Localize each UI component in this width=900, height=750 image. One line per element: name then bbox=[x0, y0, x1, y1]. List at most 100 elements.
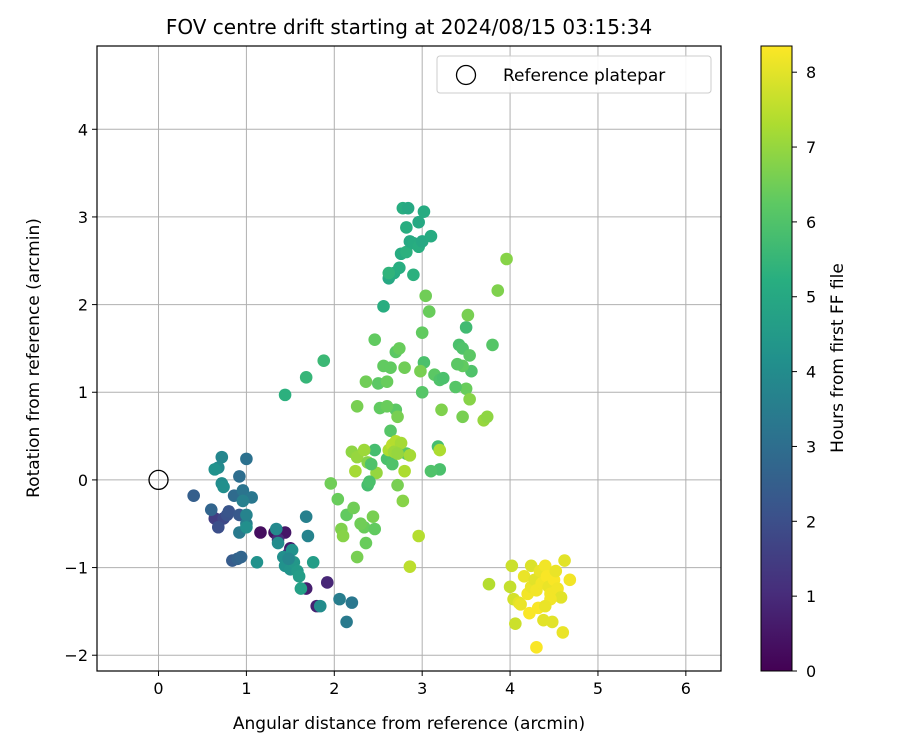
scatter-point bbox=[461, 308, 475, 322]
scatter-point bbox=[412, 215, 425, 229]
y-tick-label: 0 bbox=[78, 471, 88, 490]
x-tick-label: 4 bbox=[505, 679, 515, 698]
scatter-point bbox=[514, 598, 527, 611]
scatter-point bbox=[208, 463, 222, 476]
scatter-point bbox=[331, 492, 345, 506]
scatter-point bbox=[558, 554, 571, 567]
legend-box bbox=[436, 55, 712, 94]
scatter-point bbox=[366, 510, 380, 524]
scatter-point bbox=[301, 529, 315, 543]
scatter-point bbox=[211, 520, 225, 534]
colorbar: 0 1 2 3 4 5 6 7 8 Hours from first FF file bbox=[760, 45, 848, 681]
scatter-point bbox=[333, 592, 346, 606]
y-tick-label: 3 bbox=[78, 208, 88, 227]
scatter-point bbox=[401, 201, 415, 215]
colorbar-tick-label: 8 bbox=[806, 63, 816, 82]
scatter-point bbox=[433, 443, 447, 457]
scatter-point bbox=[391, 478, 404, 492]
x-axis-ticks: 0 1 2 3 4 5 6 bbox=[153, 671, 691, 698]
scatter-point bbox=[380, 375, 394, 389]
y-tick-label: 4 bbox=[78, 120, 88, 139]
scatter-point bbox=[317, 354, 331, 367]
scatter-point bbox=[368, 443, 382, 457]
scatter-point bbox=[324, 477, 338, 490]
scatter-point bbox=[463, 349, 476, 362]
x-tick-label: 3 bbox=[417, 679, 427, 698]
x-tick-label: 1 bbox=[241, 679, 251, 698]
scatter-point bbox=[412, 529, 425, 543]
scatter-point bbox=[400, 245, 413, 259]
x-tick-label: 6 bbox=[681, 679, 691, 698]
scatter-point bbox=[234, 550, 248, 564]
scatter-point bbox=[384, 361, 397, 375]
scatter-point bbox=[491, 284, 505, 297]
scatter-point bbox=[359, 536, 373, 550]
scatter-point bbox=[424, 229, 438, 243]
scatter-point bbox=[556, 626, 570, 639]
scatter-point bbox=[382, 266, 396, 280]
colorbar-tick-label: 2 bbox=[806, 512, 816, 531]
scatter-point bbox=[403, 560, 417, 573]
scatter-point bbox=[363, 475, 376, 488]
chart-title: FOV centre drift starting at 2024/08/15 … bbox=[166, 15, 652, 39]
scatter-point bbox=[250, 556, 264, 569]
reference-platepar-marker bbox=[148, 469, 169, 491]
scatter-point bbox=[538, 559, 552, 573]
y-tick-label: 1 bbox=[78, 383, 88, 402]
scatter-point bbox=[299, 510, 313, 524]
scatter-point bbox=[403, 449, 417, 462]
scatter-point bbox=[486, 338, 499, 352]
colorbar-tick-label: 0 bbox=[806, 662, 816, 681]
scatter-point bbox=[393, 261, 406, 275]
scatter-point bbox=[482, 577, 496, 591]
y-axis-ticks: −2 −1 0 1 2 3 4 bbox=[64, 120, 97, 665]
legend-marker bbox=[455, 64, 477, 86]
scatter-point bbox=[398, 361, 411, 375]
scatter-point bbox=[240, 508, 253, 522]
scatter-point bbox=[349, 464, 362, 478]
scatter-point bbox=[463, 392, 476, 406]
scatter-point bbox=[377, 300, 390, 313]
scatter-point bbox=[357, 443, 371, 457]
y-tick-label: −2 bbox=[64, 646, 88, 665]
scatter-point bbox=[271, 536, 285, 550]
scatter-point bbox=[415, 385, 429, 399]
scatter-point bbox=[294, 582, 308, 595]
scatter-point bbox=[451, 357, 464, 371]
scatter-point bbox=[417, 205, 431, 218]
scatter-point bbox=[306, 556, 320, 569]
scatter-point bbox=[505, 559, 519, 573]
scatter-point bbox=[391, 447, 404, 460]
scatter-point bbox=[459, 382, 473, 396]
scatter-point bbox=[299, 371, 313, 384]
scatter-point bbox=[236, 484, 250, 497]
scatter-point bbox=[240, 452, 253, 466]
scatter-point bbox=[336, 529, 350, 543]
colorbar-gradient bbox=[760, 45, 793, 672]
scatter-point bbox=[500, 252, 513, 266]
scatter-point bbox=[563, 573, 577, 587]
scatter-point bbox=[394, 436, 408, 450]
scatter-point bbox=[359, 375, 373, 389]
scatter-point bbox=[236, 494, 250, 508]
scatter-point bbox=[503, 580, 517, 594]
scatter-point bbox=[400, 221, 413, 234]
scatter-point bbox=[278, 388, 292, 402]
scatter-point bbox=[523, 606, 536, 620]
legend: Reference platepar bbox=[436, 55, 712, 94]
y-axis-label: Rotation from reference (arcmin) bbox=[24, 218, 44, 498]
scatter-point bbox=[282, 552, 295, 566]
scatter-point bbox=[368, 522, 382, 536]
x-tick-label: 0 bbox=[153, 679, 163, 698]
scatter-point bbox=[449, 380, 462, 394]
scatter-point bbox=[435, 403, 448, 417]
scatter-point bbox=[313, 599, 327, 613]
scatter-point bbox=[415, 326, 429, 339]
scatter-point bbox=[419, 289, 432, 303]
scatter-point bbox=[217, 480, 230, 494]
grid-lines bbox=[97, 46, 721, 671]
scatter-point bbox=[240, 520, 253, 534]
scatter-point bbox=[424, 464, 438, 478]
scatter-point bbox=[407, 268, 420, 282]
